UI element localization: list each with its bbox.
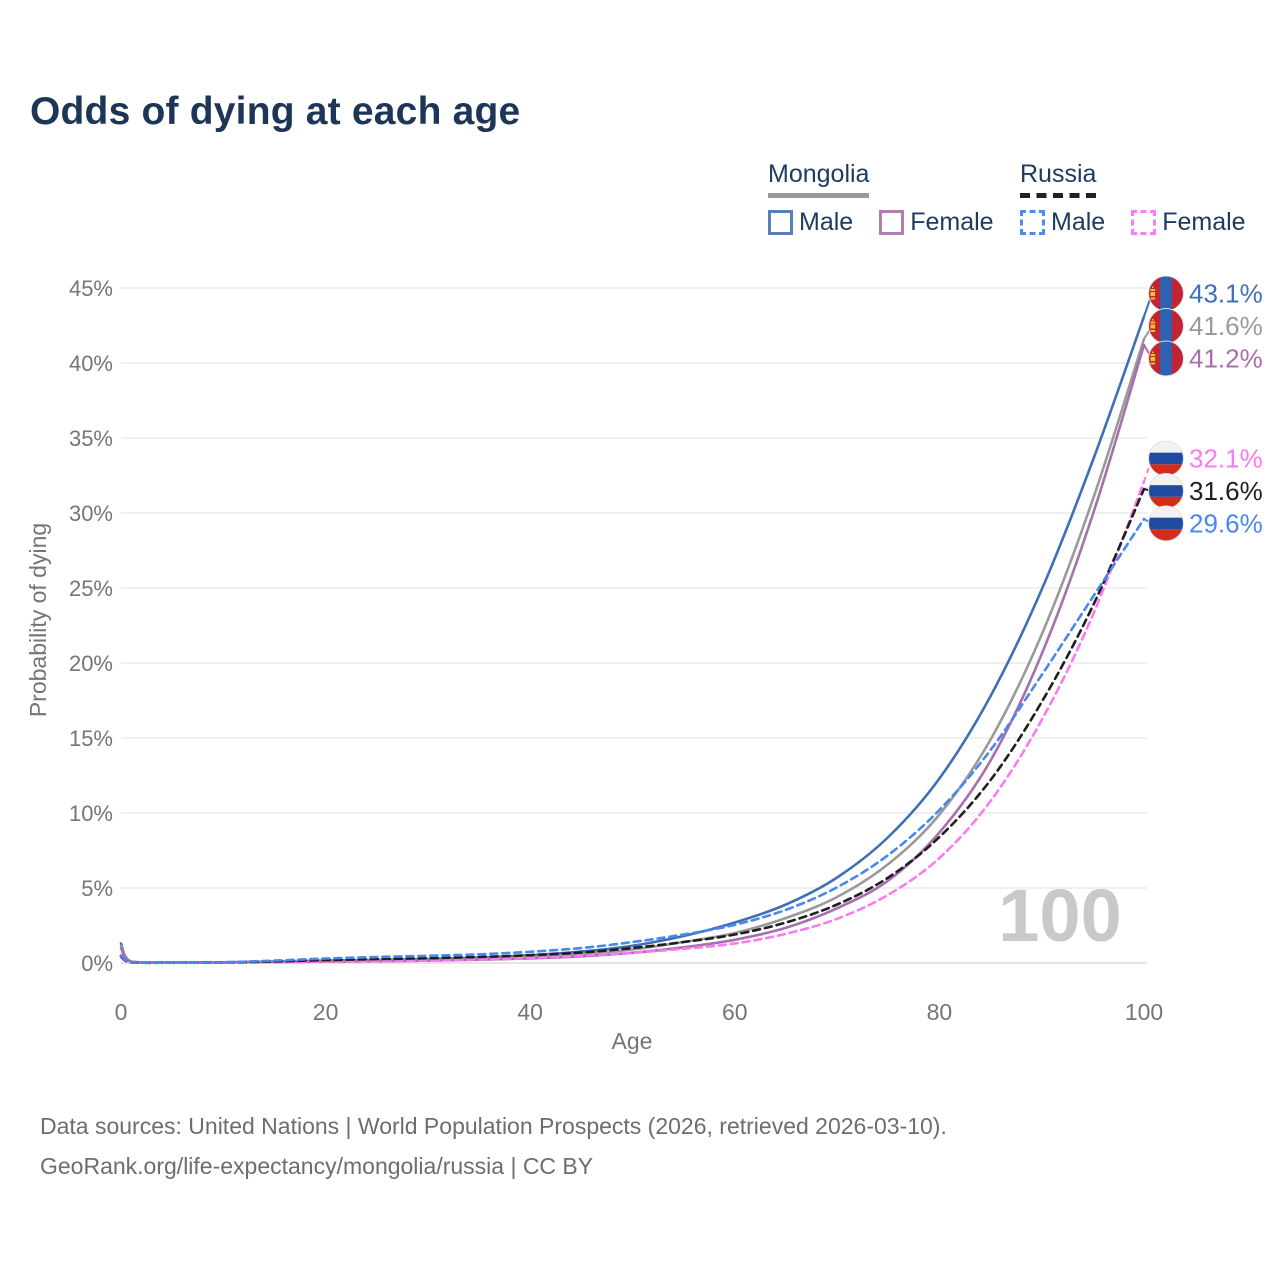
y-tick-label: 20% xyxy=(69,651,113,676)
russia-flag-icon xyxy=(1148,473,1184,509)
legend-label: Female xyxy=(910,208,994,236)
footer-data-sources: Data sources: United Nations | World Pop… xyxy=(40,1113,947,1139)
y-tick-label: 10% xyxy=(69,801,113,826)
end-value-label-russia-female: 32.1% xyxy=(1189,444,1263,474)
mongolia-flag-icon xyxy=(1148,340,1184,377)
end-value-label-mongolia-female: 41.2% xyxy=(1189,344,1263,374)
y-tick-label: 15% xyxy=(69,726,113,751)
end-value-label-mongolia-both: 41.6% xyxy=(1189,311,1263,341)
legend-mongolia-female[interactable]: Female xyxy=(879,208,994,237)
legend-group-mongolia: Mongolia Male Female xyxy=(768,160,994,237)
x-tick-label: 20 xyxy=(313,999,339,1025)
y-tick-label: 30% xyxy=(69,501,113,526)
legend-label: Female xyxy=(1162,208,1246,236)
end-value-label-russia-both: 31.6% xyxy=(1189,476,1263,506)
y-tick-label: 40% xyxy=(69,351,113,376)
series-line-mongolia-both[interactable] xyxy=(119,337,1146,964)
series-line-russia-female[interactable] xyxy=(119,480,1146,965)
mongolia-male-swatch-icon xyxy=(768,210,793,235)
legend-russia-male[interactable]: Male xyxy=(1020,208,1105,237)
end-value-label-russia-male: 29.6% xyxy=(1189,509,1263,539)
y-tick-label: 0% xyxy=(81,951,113,976)
legend-russia-female[interactable]: Female xyxy=(1131,208,1246,237)
russia-male-swatch-icon xyxy=(1020,210,1045,235)
x-axis-title: Age xyxy=(612,1028,653,1054)
series-line-russia-male[interactable] xyxy=(119,517,1146,965)
legend-mongolia-title[interactable]: Mongolia xyxy=(768,160,870,198)
footer: Data sources: United Nations | World Pop… xyxy=(40,1106,947,1187)
legend-russia-title[interactable]: Russia xyxy=(1020,160,1097,198)
russia-flag-icon xyxy=(1148,440,1184,477)
x-tick-label: 0 xyxy=(115,999,128,1025)
x-tick-label: 100 xyxy=(1125,999,1163,1025)
mongolia-female-swatch-icon xyxy=(879,210,905,235)
y-tick-label: 35% xyxy=(69,426,113,451)
y-tick-label: 5% xyxy=(81,876,113,901)
x-tick-label: 60 xyxy=(722,999,748,1025)
mongolia-flag-icon xyxy=(1148,308,1184,344)
legend-label: Male xyxy=(799,208,854,236)
legend-label: Male xyxy=(1051,208,1106,236)
age-watermark: 100 xyxy=(998,874,1121,957)
legend-mongolia-male[interactable]: Male xyxy=(768,208,853,237)
series-line-russia-both[interactable] xyxy=(119,487,1146,965)
mongolia-flag-icon xyxy=(1148,275,1184,312)
x-tick-label: 80 xyxy=(927,999,953,1025)
series-line-mongolia-male[interactable] xyxy=(119,315,1146,964)
y-tick-label: 45% xyxy=(69,276,113,301)
russia-flag-icon xyxy=(1148,505,1184,542)
russia-female-swatch-icon xyxy=(1131,210,1157,235)
y-tick-label: 25% xyxy=(69,576,113,601)
x-tick-label: 40 xyxy=(517,999,543,1025)
y-axis-title: Probability of dying xyxy=(25,523,51,717)
footer-attribution-link[interactable]: GeoRank.org/life-expectancy/mongolia/rus… xyxy=(40,1153,594,1180)
end-label-connector xyxy=(1143,488,1162,492)
page-title: Odds of dying at each age xyxy=(30,90,521,133)
end-value-label-mongolia-male: 43.1% xyxy=(1189,279,1263,309)
legend-group-russia: Russia Male Female xyxy=(1020,160,1246,237)
